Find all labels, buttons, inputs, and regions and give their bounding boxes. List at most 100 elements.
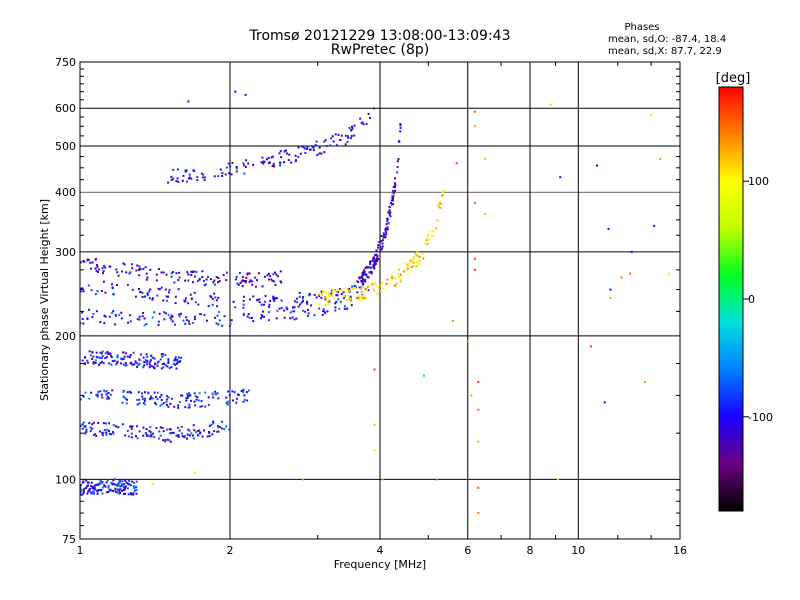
data-point bbox=[239, 281, 242, 284]
data-point bbox=[81, 427, 84, 430]
data-point bbox=[212, 396, 215, 399]
data-point bbox=[207, 275, 210, 278]
data-point bbox=[143, 324, 146, 327]
data-point bbox=[116, 271, 119, 274]
data-point bbox=[595, 164, 598, 167]
data-point bbox=[162, 402, 165, 405]
data-point bbox=[209, 278, 212, 281]
data-point bbox=[172, 362, 175, 365]
data-point bbox=[236, 393, 239, 396]
data-point bbox=[110, 489, 113, 492]
data-point bbox=[396, 171, 399, 174]
data-point bbox=[246, 315, 249, 318]
data-point bbox=[151, 482, 154, 485]
data-point bbox=[337, 298, 340, 301]
data-point bbox=[375, 253, 378, 256]
data-point bbox=[170, 366, 173, 369]
data-point bbox=[315, 296, 318, 299]
data-point bbox=[335, 300, 338, 303]
data-point bbox=[201, 270, 204, 273]
data-point bbox=[202, 173, 205, 176]
data-point bbox=[96, 395, 99, 398]
data-point bbox=[268, 303, 271, 306]
data-point bbox=[242, 275, 245, 278]
data-point bbox=[142, 366, 145, 369]
data-point bbox=[371, 260, 374, 263]
data-point bbox=[123, 263, 126, 266]
data-point bbox=[349, 299, 352, 302]
data-point bbox=[148, 361, 151, 364]
data-point bbox=[258, 298, 261, 301]
data-point bbox=[158, 437, 161, 440]
data-point bbox=[119, 485, 122, 488]
data-point bbox=[195, 431, 198, 434]
data-point bbox=[154, 401, 157, 404]
data-point bbox=[291, 306, 294, 309]
data-point bbox=[388, 206, 391, 209]
data-point bbox=[473, 257, 476, 260]
data-point bbox=[327, 294, 330, 297]
colorbar-label: [deg] bbox=[716, 71, 751, 86]
data-point bbox=[285, 306, 288, 309]
data-point bbox=[346, 140, 349, 143]
data-point bbox=[150, 354, 153, 357]
data-point bbox=[141, 291, 144, 294]
data-point bbox=[149, 395, 152, 398]
data-point bbox=[245, 391, 248, 394]
data-point bbox=[371, 283, 374, 286]
data-point bbox=[382, 287, 385, 290]
data-point bbox=[129, 362, 132, 365]
data-point bbox=[167, 313, 170, 316]
data-point bbox=[304, 310, 307, 313]
data-point bbox=[81, 359, 84, 362]
data-point bbox=[365, 288, 368, 291]
data-point bbox=[99, 479, 102, 482]
data-point bbox=[270, 156, 273, 159]
data-point bbox=[111, 431, 114, 434]
data-point bbox=[188, 403, 191, 406]
data-point bbox=[85, 428, 88, 431]
data-point bbox=[443, 189, 446, 192]
data-point bbox=[427, 234, 430, 237]
data-point bbox=[116, 284, 119, 287]
data-point bbox=[149, 398, 152, 401]
data-point bbox=[112, 489, 115, 492]
data-point bbox=[94, 488, 97, 491]
data-point bbox=[175, 272, 178, 275]
data-point bbox=[360, 287, 363, 290]
data-point bbox=[158, 268, 161, 271]
data-point bbox=[111, 311, 114, 314]
data-point bbox=[160, 286, 163, 289]
x-tick-label: 2 bbox=[227, 544, 234, 557]
data-point bbox=[248, 272, 251, 275]
data-point bbox=[116, 354, 119, 357]
data-point bbox=[351, 285, 354, 288]
data-point bbox=[161, 355, 164, 358]
data-point bbox=[398, 140, 401, 143]
data-point bbox=[117, 482, 120, 485]
data-point bbox=[176, 177, 179, 180]
data-point bbox=[421, 253, 424, 256]
data-point bbox=[241, 279, 244, 282]
data-point bbox=[188, 173, 191, 176]
data-point bbox=[361, 285, 364, 288]
data-point bbox=[96, 489, 99, 492]
data-point bbox=[187, 320, 190, 323]
data-point bbox=[432, 230, 435, 233]
data-point bbox=[213, 430, 216, 433]
data-point bbox=[97, 268, 100, 271]
data-point bbox=[470, 394, 473, 397]
data-point bbox=[107, 484, 110, 487]
data-point bbox=[174, 302, 177, 305]
data-point bbox=[122, 357, 125, 360]
data-point bbox=[293, 306, 296, 309]
data-point bbox=[142, 426, 145, 429]
data-point bbox=[392, 199, 395, 202]
data-point bbox=[242, 303, 245, 306]
data-point bbox=[343, 307, 346, 310]
data-point bbox=[164, 312, 167, 315]
data-point bbox=[630, 250, 633, 253]
data-point bbox=[106, 397, 109, 400]
data-point bbox=[439, 206, 442, 209]
data-point bbox=[385, 231, 388, 234]
